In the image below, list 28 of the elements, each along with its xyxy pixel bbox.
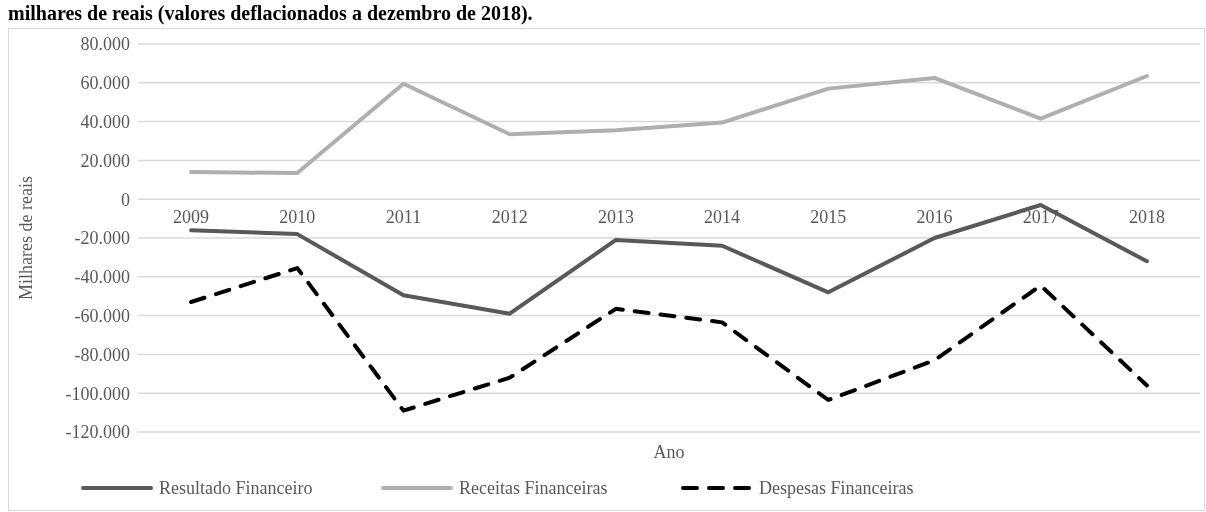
y-tick-label: -60.000 xyxy=(74,305,130,326)
x-axis-title: Ano xyxy=(653,442,685,462)
legend-label: Receitas Financeiras xyxy=(459,478,608,499)
y-tick-label: -20.000 xyxy=(74,228,130,249)
x-tick-label: 2011 xyxy=(385,207,422,228)
x-tick-label: 2009 xyxy=(173,207,210,228)
line-series xyxy=(189,266,1149,413)
y-tick-label: -100.000 xyxy=(65,383,130,404)
y-tick-label: -120.000 xyxy=(65,422,130,443)
x-tick-label: 2012 xyxy=(491,207,528,228)
y-tick-label: 40.000 xyxy=(80,111,130,132)
y-tick-label: 0 xyxy=(121,189,130,210)
x-tick-label: 2015 xyxy=(810,207,847,228)
x-tick-label: 2010 xyxy=(279,207,316,228)
x-tick-label: 2016 xyxy=(916,207,953,228)
x-tick-label: 2018 xyxy=(1128,207,1165,228)
y-tick-label: 20.000 xyxy=(80,150,130,171)
y-tick-label: -80.000 xyxy=(74,344,130,365)
y-axis-title: Milhares de reais xyxy=(16,176,36,300)
y-tick-label: -40.000 xyxy=(74,267,130,288)
legend-label: Resultado Financeiro xyxy=(159,478,313,499)
legend-label: Despesas Financeiras xyxy=(759,478,914,499)
y-tick-label: 60.000 xyxy=(80,73,130,94)
x-tick-label: 2014 xyxy=(704,207,741,228)
chart-title: milhares de reais (valores deflacionados a dezembro de 2018). xyxy=(8,2,533,25)
y-tick-label: 80.000 xyxy=(80,34,130,55)
line-series xyxy=(189,74,1149,176)
x-tick-label: 2013 xyxy=(597,207,634,228)
